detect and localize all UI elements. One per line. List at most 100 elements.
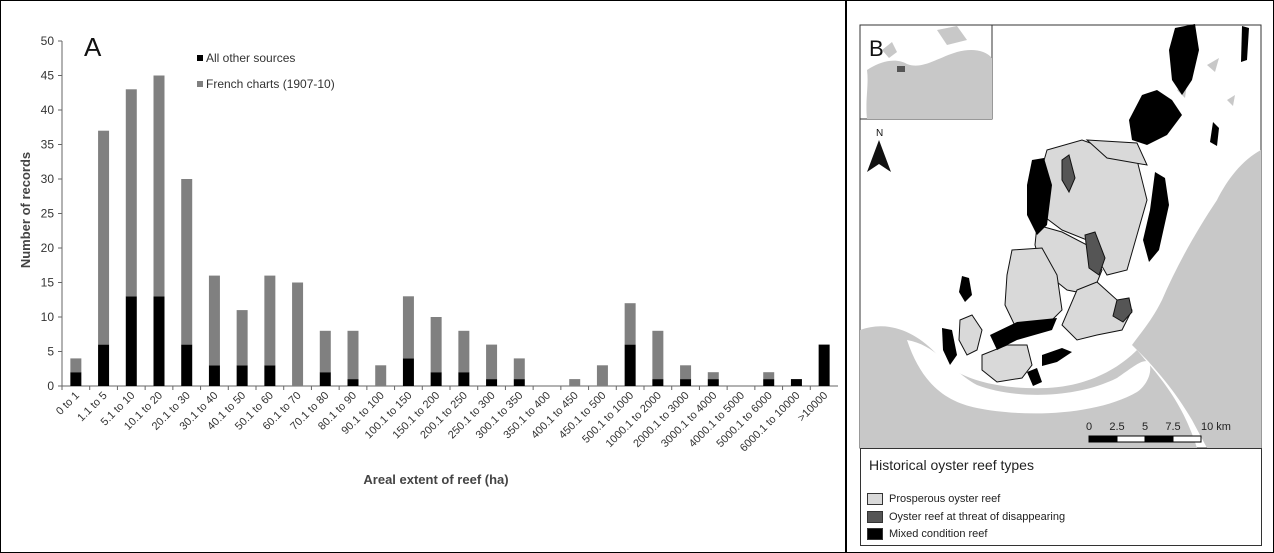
bar-chart: A 0 5 10 15 20 25 30 35 40 45 50 0 to 11.1 to 55.1… [18, 32, 838, 487]
bar-segment-other [70, 372, 82, 386]
bar-segment-other [264, 365, 276, 386]
bar-segment-french [125, 89, 137, 297]
scale-segment [1144, 435, 1174, 443]
y-axis-title: Number of records [18, 152, 33, 268]
bar-segment-other [458, 372, 470, 386]
bar-segment-french [652, 330, 664, 380]
y-tick-label: 0 [47, 379, 54, 393]
bar-segment-other [624, 344, 636, 386]
reef-prosperous [1085, 139, 1148, 166]
bar-segment-french [763, 372, 775, 380]
scale-label: 2.5 [1109, 421, 1124, 433]
scale-label: 10 km [1201, 421, 1231, 433]
reef-map: B N 0 2.5 5 7.5 10 km [859, 24, 1262, 449]
bar-segment-french [98, 130, 110, 345]
legend-label: Prosperous oyster reef [889, 493, 1001, 505]
legend-swatch-other [197, 55, 203, 61]
bar-segment-other [430, 372, 442, 386]
land-southwest [860, 326, 1197, 448]
bar-segment-french [402, 296, 414, 359]
reef-mixed [942, 328, 957, 365]
x-axis-title: Areal extent of reef (ha) [363, 472, 508, 487]
bar-segment-french [458, 330, 470, 373]
legend-label: Oyster reef at threat of disappearing [889, 511, 1066, 523]
panel-label-a: A [84, 32, 102, 62]
north-label: N [876, 128, 883, 139]
reef-mixed [1042, 348, 1072, 366]
y-tick-label: 35 [41, 138, 55, 152]
y-tick-label: 5 [47, 345, 54, 359]
bar-segment-other [513, 379, 525, 386]
bar-segment-other [680, 379, 692, 386]
bar-segment-other [707, 379, 719, 386]
y-tick-label: 45 [41, 69, 55, 83]
legend-label-other: All other sources [206, 51, 295, 65]
bar-segment-french [680, 365, 692, 380]
scale-label: 0 [1086, 421, 1092, 433]
bar-segment-other [153, 296, 165, 386]
reef-mixed [1169, 24, 1199, 95]
legend-item-prosperous: Prosperous oyster reef [867, 493, 1001, 506]
bar-segment-french [264, 275, 276, 366]
bar-segment-french [208, 275, 220, 366]
bar-segment-french [486, 344, 498, 380]
legend-swatch [867, 528, 883, 541]
bar-segment-french [181, 179, 193, 345]
bar-segment-other [652, 379, 664, 386]
island [1227, 95, 1235, 106]
scale-label: 7.5 [1165, 421, 1180, 433]
y-tick-label: 15 [41, 276, 55, 290]
bar-segment-french [375, 365, 387, 386]
reef-mixed [1027, 368, 1042, 386]
panel-divider [845, 0, 847, 553]
bar-segment-french [624, 303, 636, 345]
legend-swatch [867, 511, 883, 524]
reef-prosperous [958, 314, 983, 356]
legend-item-threatened: Oyster reef at threat of disappearing [867, 511, 1066, 524]
bar-segment-french [70, 358, 82, 373]
bar-segment-other [486, 379, 498, 386]
reef-prosperous [1061, 281, 1133, 341]
reef-threatened [1061, 154, 1076, 194]
bar-segment-french [596, 365, 608, 386]
legend-item-mixed: Mixed condition reef [867, 528, 988, 541]
bar-segment-other [763, 379, 775, 386]
bar-segment-other [319, 372, 331, 386]
inset-map [859, 24, 993, 120]
bar-segment-other [790, 379, 802, 386]
scale-segment [1088, 435, 1118, 443]
bar-segment-french [513, 358, 525, 380]
map-legend: Historical oyster reef types Prosperous … [860, 448, 1262, 546]
reef-mixed [990, 318, 1057, 350]
bar-segment-french [153, 75, 165, 297]
bar-segment-french [707, 372, 719, 380]
bar-segment-french [292, 282, 304, 386]
y-tick-label: 10 [41, 310, 55, 324]
land-east [1132, 150, 1261, 448]
bars [70, 75, 830, 386]
scale-segment [1172, 435, 1202, 443]
bar-segment-french [430, 317, 442, 373]
bar-segment-other [125, 296, 137, 386]
panel-label-b: B [869, 36, 884, 61]
reef-mixed [1210, 122, 1219, 146]
reef-threatened [1084, 231, 1106, 276]
reef-threatened [1112, 297, 1133, 323]
legend-label: Mixed condition reef [889, 528, 988, 540]
reef-prosperous [981, 344, 1033, 383]
legend-title: Historical oyster reef types [869, 457, 1034, 473]
y-tick-label: 50 [41, 34, 55, 48]
bar-segment-other [402, 358, 414, 386]
bar-segment-other [347, 379, 359, 386]
bar-segment-french [347, 330, 359, 380]
y-tick-label: 25 [41, 207, 55, 221]
inset-locator [897, 66, 905, 72]
bar-segment-other [236, 365, 248, 386]
reef-mixed [1129, 90, 1182, 145]
scale-segment [1116, 435, 1146, 443]
y-tick-label: 40 [41, 103, 55, 117]
legend-label-french: French charts (1907-10) [206, 77, 335, 91]
legend-swatch [867, 493, 883, 506]
bar-segment-other [818, 344, 830, 386]
